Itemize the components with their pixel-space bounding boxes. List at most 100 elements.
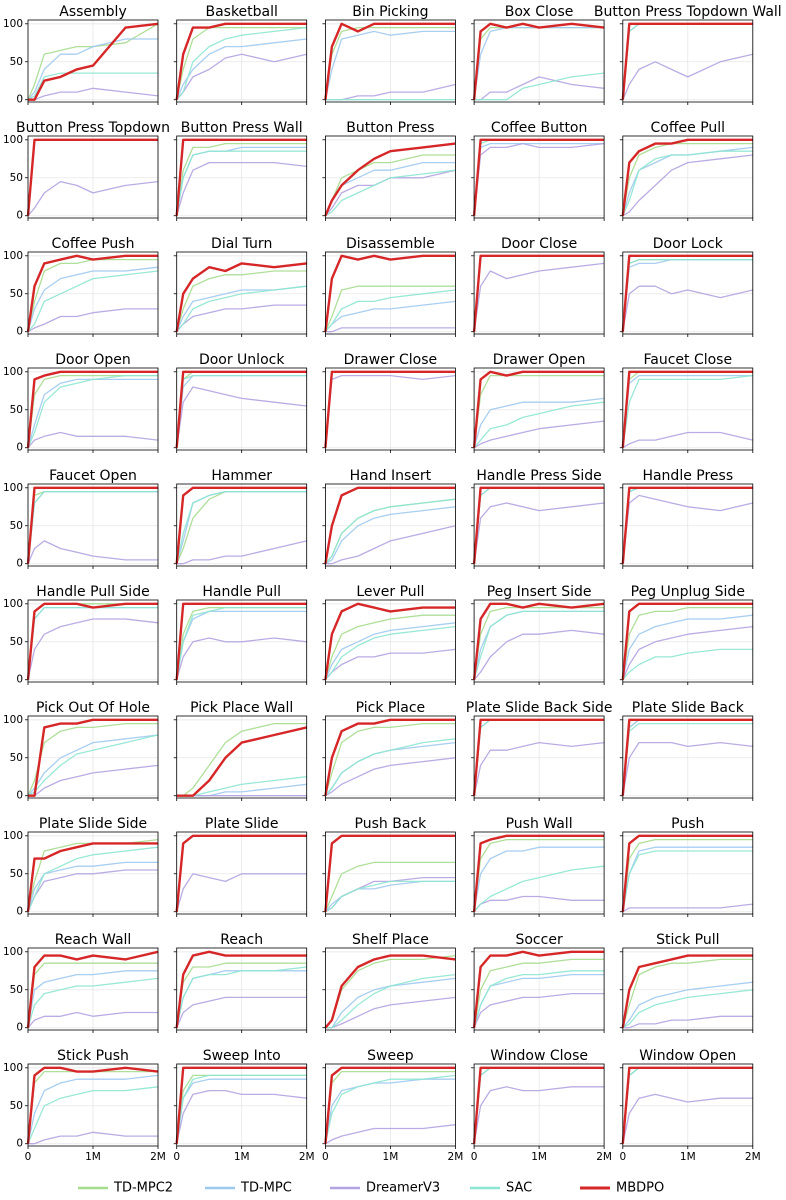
series-line <box>473 741 605 796</box>
panel-title: Button Press <box>346 120 434 136</box>
panel-frame <box>176 367 308 451</box>
panel-title: Push Back <box>355 816 428 832</box>
series-line <box>473 502 605 564</box>
series-line <box>325 880 456 913</box>
y-tick-label: 0 <box>16 442 23 454</box>
series-line <box>472 486 605 564</box>
panel-title: Handle Pull <box>202 584 281 600</box>
series-line <box>472 254 605 332</box>
panel-title: Pick Place <box>356 700 426 716</box>
series-line <box>621 370 753 448</box>
panel-frame <box>27 367 159 451</box>
legend-label: DreamerV3 <box>366 1181 440 1196</box>
panel-title: Dial Turn <box>211 236 272 252</box>
series-line <box>26 138 158 216</box>
panel-title: Basketball <box>205 4 277 20</box>
x-tick-label: 0 <box>322 1151 329 1163</box>
panel-frame <box>27 1063 159 1147</box>
x-tick-label: 1M <box>85 1151 101 1163</box>
series-line <box>175 262 307 332</box>
panel-frame <box>324 715 456 799</box>
series-line <box>621 834 753 912</box>
series-line <box>622 989 753 1029</box>
panel-title: Hand Insert <box>350 468 432 484</box>
series-line <box>324 861 456 912</box>
series-line <box>27 540 158 564</box>
y-tick-label: 100 <box>3 18 23 30</box>
y-tick-label: 100 <box>3 1062 23 1074</box>
series-line <box>27 38 158 101</box>
legend-label: SAC <box>506 1181 532 1196</box>
legend-label: MBDPO <box>616 1181 664 1196</box>
x-tick-label: 0 <box>471 1151 478 1163</box>
panel-title: Plate Slide Side <box>39 816 147 832</box>
panel-title: Handle Press <box>642 468 733 484</box>
series-line <box>621 138 753 216</box>
series-line <box>622 903 753 913</box>
panel-title: Coffee Button <box>491 120 588 136</box>
series-line <box>27 180 159 217</box>
series-line <box>473 142 605 216</box>
series-line <box>27 266 159 332</box>
panel-frame <box>622 947 754 1031</box>
series-line <box>325 525 456 565</box>
series-line <box>472 22 605 100</box>
series-line <box>622 150 753 216</box>
panel-frame <box>622 1063 754 1147</box>
panel-title: Box Close <box>505 4 574 20</box>
panel-frame <box>176 135 308 219</box>
series-line <box>324 648 456 681</box>
series-line <box>622 374 753 448</box>
series-line <box>176 374 307 448</box>
panel-frame <box>324 599 456 683</box>
panel-title: Plate Slide <box>205 816 279 832</box>
panel-title: Faucet Close <box>643 352 732 368</box>
series-line <box>472 138 605 216</box>
series-line <box>26 842 158 912</box>
panel-frame <box>27 599 159 683</box>
panel-frame <box>622 715 754 799</box>
panel-frame <box>176 947 308 1031</box>
series-line <box>28 764 159 797</box>
panel-title: Button Press Wall <box>181 120 303 136</box>
panel-frame <box>473 135 605 219</box>
series-line <box>27 374 158 448</box>
panel-frame <box>324 947 456 1031</box>
series-line <box>622 142 753 216</box>
series-line <box>28 1131 158 1145</box>
series-line <box>175 1066 307 1144</box>
series-line <box>27 962 158 1028</box>
panel-title: Stick Push <box>57 1048 129 1064</box>
series-line <box>622 494 753 564</box>
panel-frame <box>176 715 308 799</box>
series-line <box>27 270 159 333</box>
series-line <box>176 150 307 216</box>
panel-title: Window Close <box>490 1048 588 1064</box>
panel-frame <box>27 135 159 219</box>
series-line <box>325 1124 456 1145</box>
series-line <box>28 22 159 101</box>
series-line <box>473 838 605 912</box>
series-line <box>473 958 605 1028</box>
panel-title: Shelf Place <box>352 932 429 948</box>
series-line <box>622 981 753 1029</box>
series-line <box>473 262 605 332</box>
series-line <box>27 977 159 1028</box>
panel-frame <box>622 19 754 103</box>
y-tick-label: 0 <box>16 906 23 918</box>
y-tick-label: 100 <box>3 946 23 958</box>
panel-title: Disassemble <box>346 236 435 252</box>
series-line <box>175 950 307 1028</box>
panel-title: Sweep <box>367 1048 414 1064</box>
series-line <box>175 486 307 564</box>
panel-frame <box>324 251 456 335</box>
series-line <box>26 950 159 1028</box>
series-line <box>27 258 158 332</box>
series-line <box>324 1066 456 1144</box>
panel-frame <box>27 251 159 335</box>
panel-frame <box>622 367 754 451</box>
series-line <box>176 637 307 680</box>
panel-title: Faucet Open <box>49 468 137 484</box>
y-tick-label: 0 <box>16 674 23 686</box>
